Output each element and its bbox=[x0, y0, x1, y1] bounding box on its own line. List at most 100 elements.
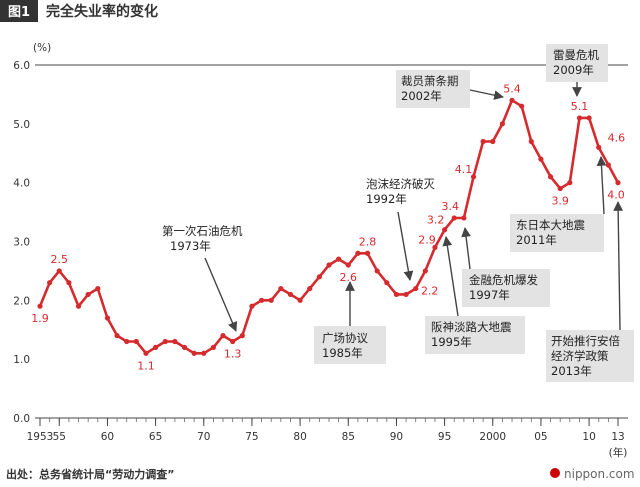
annotation-oil-crisis-line1: 第一次石油危机 bbox=[162, 224, 243, 238]
x-tick-label: 95 bbox=[438, 431, 451, 443]
data-point bbox=[557, 185, 563, 192]
data-point bbox=[258, 297, 265, 303]
arrow-abenomics bbox=[613, 201, 624, 331]
y-tick-label: 1.0 bbox=[13, 354, 30, 366]
annotation-lehman-crisis: 雷曼危机 2009年 bbox=[546, 44, 608, 97]
annotation-plaza-line2: 1985年 bbox=[322, 346, 363, 360]
data-point bbox=[124, 338, 130, 345]
data-point bbox=[596, 144, 602, 150]
arrow-layoff bbox=[469, 89, 504, 100]
data-label: 3.9 bbox=[551, 195, 569, 208]
data-label: 2.9 bbox=[418, 233, 436, 246]
data-point bbox=[133, 338, 139, 345]
callout-box-plaza bbox=[314, 326, 386, 364]
y-tick-label: 3.0 bbox=[13, 237, 30, 249]
data-label: 2.2 bbox=[421, 285, 439, 298]
data-point bbox=[393, 291, 400, 298]
data-label: 5.1 bbox=[571, 100, 589, 113]
data-point bbox=[230, 338, 236, 345]
data-point bbox=[413, 285, 419, 292]
data-point bbox=[210, 344, 216, 350]
data-label: 1.3 bbox=[224, 348, 242, 361]
x-tick-label: 55 bbox=[53, 431, 66, 443]
data-point bbox=[268, 297, 274, 303]
annotation-bubble-line2: 1992年 bbox=[366, 192, 407, 206]
data-point bbox=[499, 121, 505, 127]
data-point bbox=[287, 291, 294, 298]
y-tick-label: 5.0 bbox=[13, 119, 30, 131]
data-point bbox=[66, 280, 72, 286]
data-point bbox=[114, 333, 120, 339]
data-label: 4.0 bbox=[607, 189, 625, 202]
callout-box-layoff bbox=[396, 70, 470, 108]
callout-box-financial bbox=[462, 269, 550, 307]
data-point bbox=[181, 344, 188, 350]
arrow-east-japan bbox=[596, 156, 607, 215]
annotation-financial-crisis: 金融危机爆发 1997年 bbox=[461, 227, 550, 307]
x-tick-label: 2000 bbox=[479, 431, 506, 443]
data-point bbox=[605, 162, 611, 168]
annotation-lehman-line1: 雷曼危机 bbox=[553, 48, 599, 62]
arrow-oil-crisis bbox=[204, 257, 238, 332]
data-label: 3.2 bbox=[427, 214, 445, 227]
data-point bbox=[104, 315, 111, 321]
data-label: 1.1 bbox=[137, 359, 155, 372]
annotation-abenomics: 开始推行安倍 经济学政策 2013年 bbox=[546, 201, 634, 382]
data-point bbox=[538, 156, 544, 162]
data-point bbox=[191, 350, 197, 356]
x-tick-label: 10 bbox=[582, 431, 595, 443]
x-tick-label: 05 bbox=[534, 431, 547, 443]
annotation-oil-crisis: 第一次石油危机 1973年 bbox=[162, 224, 243, 332]
annotation-east-japan-line2: 2011年 bbox=[516, 233, 557, 247]
annotation-financial-line2: 1997年 bbox=[469, 288, 510, 302]
data-label: 1.9 bbox=[31, 312, 49, 325]
annotation-kobe-line1: 阪神淡路大地震 bbox=[431, 320, 512, 334]
data-point bbox=[355, 250, 361, 256]
figure-badge-text: 图1 bbox=[8, 5, 30, 20]
y-tick-labels: 0.0 1.0 2.0 3.0 4.0 5.0 6.0 bbox=[13, 60, 30, 425]
data-point bbox=[95, 285, 101, 292]
data-point bbox=[47, 280, 53, 286]
data-point bbox=[547, 174, 554, 180]
data-point bbox=[297, 297, 303, 303]
annotation-financial-line1: 金融危机爆发 bbox=[469, 273, 538, 287]
data-point bbox=[442, 227, 448, 233]
plot-axes: (%) 0.0 1.0 2.0 3.0 4.0 5.0 6.0 1953 55 60 65 70 75… bbox=[13, 42, 628, 459]
data-point bbox=[384, 280, 390, 286]
x-tick-label: 13 bbox=[611, 431, 624, 443]
x-tick-label: 80 bbox=[293, 431, 306, 443]
x-tick-marks: 1953 55 60 65 70 75 80 85 90 95 2000 05 10 13 bbox=[27, 418, 625, 443]
arrow-financial bbox=[461, 227, 471, 270]
data-point bbox=[326, 262, 332, 268]
data-point bbox=[37, 303, 43, 309]
data-point bbox=[432, 244, 438, 250]
data-label: 3.4 bbox=[441, 200, 459, 213]
data-label: 2.5 bbox=[51, 253, 69, 266]
data-point bbox=[307, 285, 313, 292]
y-tick-label: 2.0 bbox=[13, 295, 30, 307]
data-point bbox=[220, 333, 226, 339]
annotation-lehman-line2: 2009年 bbox=[553, 63, 594, 77]
x-tick-label: 60 bbox=[101, 431, 114, 443]
callout-box-kobe bbox=[425, 316, 525, 354]
annotation-oil-crisis-line2: 1973年 bbox=[170, 239, 211, 253]
data-point bbox=[278, 285, 284, 292]
annotation-bubble-line1: 泡沫经济破灭 bbox=[366, 177, 435, 191]
x-tick-label: 85 bbox=[342, 431, 355, 443]
data-point bbox=[172, 338, 178, 345]
chart-footer: 出处：总务省统计局“劳动力调查” nippon.com bbox=[6, 467, 635, 481]
data-point bbox=[528, 138, 534, 145]
x-tick-label: 70 bbox=[197, 431, 210, 443]
data-point bbox=[586, 115, 592, 121]
data-point bbox=[509, 97, 515, 103]
callout-box-east-japan bbox=[510, 214, 604, 252]
annotation-abenomics-line2: 经济学政策 bbox=[551, 349, 609, 363]
data-point bbox=[480, 138, 486, 145]
y-tick-label: 0.0 bbox=[13, 413, 30, 425]
data-point bbox=[422, 268, 428, 274]
series-points bbox=[37, 97, 621, 356]
data-point bbox=[461, 215, 467, 221]
data-point bbox=[345, 262, 351, 268]
annotation-bubble-burst: 泡沫经济破灭 1992年 bbox=[366, 177, 435, 281]
